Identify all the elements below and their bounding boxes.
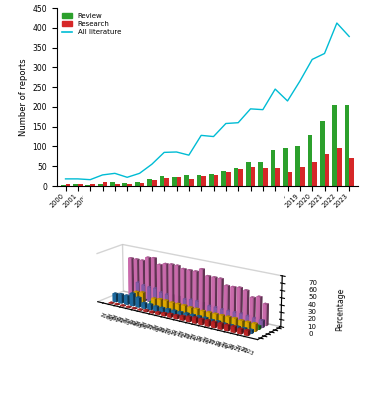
All literature [322, 51, 327, 56]
All literature [285, 98, 290, 103]
Bar [251, 167, 255, 186]
Bar [135, 182, 139, 186]
All literature [137, 171, 142, 176]
Bar [90, 184, 95, 186]
Bar [102, 182, 107, 186]
Bar [184, 175, 189, 186]
Y-axis label: Number of reports: Number of reports [19, 58, 28, 136]
All literature [347, 34, 351, 39]
Bar [295, 146, 300, 186]
All literature [310, 57, 315, 62]
All literature [236, 120, 240, 125]
Bar [73, 184, 78, 186]
Bar [283, 148, 287, 186]
Bar [320, 121, 324, 186]
Bar [66, 184, 70, 186]
Bar [127, 184, 132, 186]
All literature [199, 133, 203, 138]
All literature [298, 79, 302, 84]
Line: All literature: All literature [66, 23, 349, 180]
All literature [162, 150, 166, 155]
All literature [211, 134, 216, 139]
All literature [63, 176, 68, 181]
Bar [98, 184, 102, 186]
All literature [88, 177, 92, 182]
All literature [273, 87, 277, 92]
Bar [258, 162, 263, 186]
Bar [86, 185, 90, 186]
Bar [123, 183, 127, 186]
All literature [100, 172, 105, 177]
Bar [226, 172, 230, 186]
Bar [275, 168, 280, 186]
Bar [152, 180, 157, 186]
Bar [312, 162, 317, 186]
Bar [337, 148, 342, 186]
Bar [263, 168, 268, 186]
Bar [246, 162, 251, 186]
Bar [270, 150, 275, 186]
Bar [300, 167, 305, 186]
All literature [76, 176, 80, 181]
Bar [115, 184, 120, 186]
Bar [221, 171, 226, 186]
Bar [349, 158, 354, 186]
Bar [78, 184, 83, 186]
Bar [160, 176, 164, 186]
Bar [324, 154, 329, 186]
Bar [110, 182, 115, 186]
All literature [113, 171, 117, 176]
Bar [308, 134, 312, 186]
Bar [332, 105, 337, 186]
Legend: Review, Research, All literature: Review, Research, All literature [60, 12, 123, 37]
Bar [238, 169, 243, 186]
Bar [214, 175, 218, 186]
Bar [209, 174, 214, 186]
All literature [150, 162, 154, 167]
Bar [196, 175, 201, 186]
Bar [177, 177, 181, 186]
Bar [201, 176, 206, 186]
Bar [61, 185, 66, 186]
Bar [189, 179, 193, 186]
Bar [287, 172, 292, 186]
All literature [125, 175, 130, 180]
All literature [174, 150, 179, 154]
Bar [172, 177, 177, 186]
All literature [335, 21, 339, 26]
All literature [248, 106, 253, 111]
Bar [345, 105, 349, 186]
All literature [261, 107, 265, 112]
All literature [224, 121, 228, 126]
Bar [233, 168, 238, 186]
All literature [187, 153, 191, 158]
Bar [164, 178, 169, 186]
Bar [147, 179, 152, 186]
Bar [139, 183, 144, 186]
